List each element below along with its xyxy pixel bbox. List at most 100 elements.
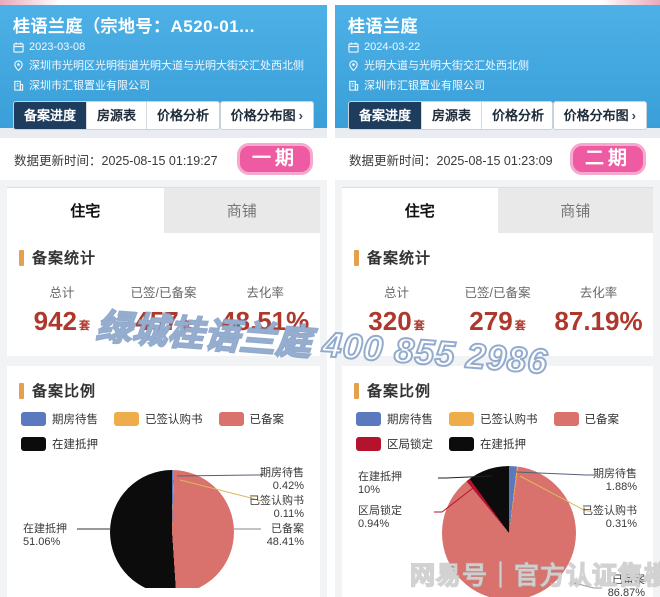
address-row: 光明大道与光明大街交汇处西北侧: [348, 57, 647, 73]
legend-item[interactable]: 在建抵押: [449, 436, 526, 452]
calendar-icon: [348, 41, 359, 53]
nav-tab-record-progress[interactable]: 备案进度: [14, 102, 87, 129]
stat-value: 942: [33, 306, 78, 336]
nav-tab-house-list[interactable]: 房源表: [86, 102, 147, 129]
registration-pie-chart[interactable]: [442, 466, 576, 597]
location-icon: [349, 59, 358, 71]
ratio-section-header: 备案比例: [7, 366, 320, 407]
legend-item[interactable]: 在建抵押: [21, 436, 98, 452]
nav-tab-record-progress[interactable]: 备案进度: [349, 102, 422, 129]
callout-name: 期房待售: [593, 468, 637, 480]
legend-label: 已备案: [249, 414, 285, 426]
header-gap: [335, 128, 660, 138]
pie-callout: 已签认购书 0.11%: [249, 495, 304, 521]
pie-callout: 已签认购书 0.31%: [582, 505, 637, 531]
stat-unit: 套: [514, 320, 526, 332]
content-card: 住宅 商铺 备案统计 总计 320 套 已签/已备案 279 套 去化率 87.19…: [342, 187, 653, 597]
panel-phase-2: 桂语兰庭 2024-03-22 光明大道与光明大街交汇处西北侧 深圳市汇银置业有…: [335, 5, 660, 597]
pie-callout: 已备案 86.87%: [608, 574, 645, 597]
company-row: 深圳市汇银置业有限公司: [348, 77, 647, 93]
legend-swatch: [356, 437, 381, 451]
tab-residential[interactable]: 住宅: [7, 188, 164, 233]
stat-label: 去化率: [246, 286, 284, 300]
stat-value: 279: [469, 306, 513, 336]
unit-type-tabs: 住宅 商铺: [342, 187, 653, 233]
nav-tab-price-analysis[interactable]: 价格分析: [481, 102, 552, 129]
record-date: 2024-03-22: [364, 41, 421, 53]
nav-tab-house-list[interactable]: 房源表: [421, 102, 482, 129]
unit-type-tabs: 住宅 商铺: [7, 187, 320, 233]
stat-label: 总计: [49, 286, 75, 300]
callout-pct: 0.94%: [358, 518, 390, 530]
callout-name: 已签认购书: [249, 495, 304, 507]
callout-pct: 0.42%: [272, 480, 304, 492]
pie-callout: 期房待售 0.42%: [260, 467, 304, 493]
content-card: 住宅 商铺 备案统计 总计 942 套 已签/已备案 457 套 去化率 48.51…: [7, 187, 320, 597]
legend-label: 已备案: [584, 414, 620, 426]
legend-swatch: [356, 412, 381, 426]
stat-signed: 已签/已备案 279 套: [447, 282, 548, 340]
calendar-icon: [13, 41, 24, 53]
registration-pie-chart[interactable]: [110, 470, 234, 588]
tab-shops[interactable]: 商铺: [497, 188, 653, 233]
panel-gap: [327, 0, 335, 597]
company-row: 深圳市汇银置业有限公司: [13, 77, 314, 93]
address-row: 深圳市光明区光明街道光明大道与光明大街交汇处西北侧: [13, 57, 314, 73]
company-icon: [349, 80, 359, 91]
legend-item[interactable]: 已备案: [553, 411, 620, 427]
nav-tab-group: 备案进度 房源表 价格分析: [348, 101, 553, 130]
stat-value: 87.19%: [554, 306, 643, 336]
date-row: 2024-03-22: [348, 41, 647, 53]
tab-shops[interactable]: 商铺: [163, 188, 320, 233]
nav-tab-label: 价格分布图: [563, 108, 629, 123]
header-nav-tabs: 备案进度 房源表 价格分析 价格分布图 ›: [348, 101, 647, 130]
stat-value: 457: [135, 306, 179, 336]
tab-residential[interactable]: 住宅: [342, 188, 498, 233]
nav-tab-group: 备案进度 房源表 价格分析: [13, 101, 220, 130]
legend-item[interactable]: 已签认购书: [114, 411, 203, 427]
legend-swatch: [553, 412, 579, 426]
project-address: 深圳市光明区光明街道光明大道与光明大街交汇处西北侧: [29, 60, 304, 72]
callout-pct: 10%: [358, 484, 381, 496]
stat-label: 已签/已备案: [464, 286, 531, 300]
stat-total: 总计 942 套: [11, 282, 113, 340]
update-time-row: 数据更新时间：2025-08-15 01:19:27 一期: [0, 138, 327, 180]
legend-item[interactable]: 区局锁定: [356, 436, 433, 452]
legend-item[interactable]: 期房待售: [356, 411, 433, 427]
stat-unit: 套: [180, 320, 192, 332]
callout-name: 已备案: [271, 523, 304, 535]
pie-chart-area: 期房待售 0.42% 已签认购书 0.11% 已备案 48.41% 在建抵押 51.06…: [7, 466, 320, 588]
stat-unit: 套: [413, 320, 425, 332]
nav-tab-price-distribution[interactable]: 价格分布图 ›: [552, 101, 647, 130]
legend-item[interactable]: 期房待售: [21, 411, 98, 427]
callout-pct: 1.88%: [605, 481, 637, 493]
ratio-section-header: 备案比例: [342, 366, 653, 407]
stat-value: 320: [368, 306, 412, 336]
legend-label: 在建抵押: [52, 439, 98, 451]
header-nav-tabs: 备案进度 房源表 价格分析 价格分布图 ›: [13, 101, 314, 130]
section-accent-bar: [19, 249, 24, 266]
legend-item[interactable]: 已备案: [218, 411, 285, 427]
legend-label: 已签认购书: [145, 414, 203, 426]
nav-tab-price-distribution[interactable]: 价格分布图 ›: [219, 101, 314, 130]
nav-tab-price-analysis[interactable]: 价格分析: [146, 102, 219, 129]
stat-value: 48.51%: [221, 306, 310, 336]
legend-label: 期房待售: [52, 414, 98, 426]
stat-total: 总计 320 套: [346, 282, 447, 340]
stats-section-header: 备案统计: [7, 233, 320, 274]
pie-legend: 期房待售 已签认购书 已备案 区局锁定 在建抵押: [342, 407, 653, 452]
legend-swatch: [449, 412, 474, 426]
developer-company: 深圳市汇银置业有限公司: [29, 80, 150, 92]
record-date: 2023-03-08: [29, 41, 86, 53]
callout-name: 在建抵押: [358, 471, 402, 483]
stat-label: 已签/已备案: [130, 286, 197, 300]
callout-name: 已备案: [612, 574, 645, 586]
callout-pct: 51.06%: [23, 536, 61, 548]
project-header: 桂语兰庭 2024-03-22 光明大道与光明大街交汇处西北侧 深圳市汇银置业有…: [335, 5, 660, 130]
callout-pct: 0.31%: [605, 518, 637, 530]
stats-section-title: 备案统计: [32, 250, 97, 267]
pie-callout-lines: [434, 471, 602, 589]
callout-name: 区局锁定: [358, 505, 402, 517]
panel-phase-1: 桂语兰庭（宗地号：A520-01... 2023-03-08 深圳市光明区光明街…: [0, 5, 327, 597]
legend-item[interactable]: 已签认购书: [449, 411, 538, 427]
